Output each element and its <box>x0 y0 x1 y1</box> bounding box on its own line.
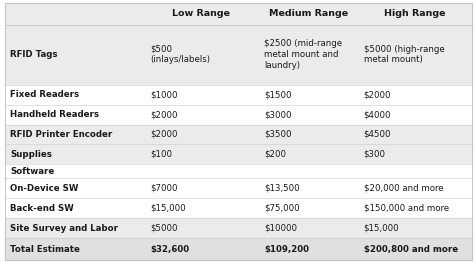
Text: Handheld Readers: Handheld Readers <box>10 110 100 119</box>
Text: $15,000: $15,000 <box>364 224 399 233</box>
Text: $75,000: $75,000 <box>264 204 300 213</box>
Text: On-Device SW: On-Device SW <box>10 184 79 193</box>
Text: $500
(inlays/labels): $500 (inlays/labels) <box>150 45 210 64</box>
Text: Supplies: Supplies <box>10 150 52 159</box>
Text: $15,000: $15,000 <box>150 204 186 213</box>
Bar <box>5 238 472 260</box>
Text: $13,500: $13,500 <box>264 184 300 193</box>
Text: $20,000 and more: $20,000 and more <box>364 184 443 193</box>
Text: $3000: $3000 <box>264 110 292 119</box>
Bar <box>5 198 472 218</box>
Text: RFID Printer Encoder: RFID Printer Encoder <box>10 130 113 139</box>
Bar <box>5 144 472 164</box>
Bar <box>5 179 472 198</box>
Text: $300: $300 <box>364 150 385 159</box>
Bar <box>5 84 472 104</box>
Bar <box>5 25 472 84</box>
Text: Fixed Readers: Fixed Readers <box>10 90 80 99</box>
Text: $100: $100 <box>150 150 172 159</box>
Text: High Range: High Range <box>384 9 446 18</box>
Bar <box>5 164 472 179</box>
Text: $1000: $1000 <box>150 90 178 99</box>
Text: $5000 (high-range
metal mount): $5000 (high-range metal mount) <box>364 45 444 64</box>
Text: $200: $200 <box>264 150 286 159</box>
Text: Software: Software <box>10 167 55 176</box>
Text: $2000: $2000 <box>364 90 391 99</box>
Text: Medium Range: Medium Range <box>269 9 347 18</box>
Text: $109,200: $109,200 <box>264 245 309 254</box>
Text: $200,800 and more: $200,800 and more <box>364 245 458 254</box>
Bar <box>5 124 472 144</box>
Text: $2000: $2000 <box>150 130 178 139</box>
Text: $150,000 and more: $150,000 and more <box>364 204 449 213</box>
Text: $2500 (mid-range
metal mount and
laundry): $2500 (mid-range metal mount and laundry… <box>264 39 342 70</box>
Text: Site Survey and Labor: Site Survey and Labor <box>10 224 118 233</box>
Text: $10000: $10000 <box>264 224 297 233</box>
Text: $1500: $1500 <box>264 90 292 99</box>
Bar <box>5 104 472 124</box>
Text: Low Range: Low Range <box>173 9 230 18</box>
Text: $3500: $3500 <box>264 130 292 139</box>
Text: $7000: $7000 <box>150 184 178 193</box>
Text: $2000: $2000 <box>150 110 178 119</box>
Text: RFID Tags: RFID Tags <box>10 50 58 59</box>
Bar <box>5 218 472 238</box>
Text: Back-end SW: Back-end SW <box>10 204 74 213</box>
Text: $5000: $5000 <box>150 224 178 233</box>
Text: Total Estimate: Total Estimate <box>10 245 80 254</box>
Bar <box>5 3 472 25</box>
Text: $32,600: $32,600 <box>150 245 190 254</box>
Text: $4500: $4500 <box>364 130 391 139</box>
Text: $4000: $4000 <box>364 110 391 119</box>
